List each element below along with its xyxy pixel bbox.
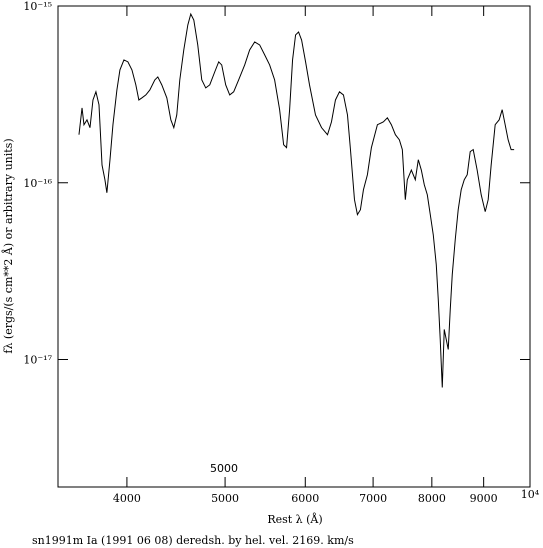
chart-title: sn1991m Ia (1991 06 08) deredsh. by hel.… (32, 534, 354, 547)
x-tick-label: 7000 (359, 492, 387, 505)
y-tick-label: 10⁻¹⁶ (23, 177, 52, 190)
x-tick-label: 9000 (470, 492, 498, 505)
annotation: 5000 (210, 462, 238, 475)
x-tick-label: 8000 (418, 492, 446, 505)
spectrum-line (78, 12, 515, 388)
x-tick-label: 4000 (113, 492, 141, 505)
y-axis-label: fλ (ergs/(s cm**2 Å) or arbitrary units) (1, 138, 15, 353)
x-axis-label: Rest λ (Å) (267, 512, 322, 526)
y-tick-label: 10⁻¹⁵ (23, 0, 52, 13)
x-tick-label: 6000 (291, 492, 319, 505)
x-tick-label: 10⁴ (521, 488, 540, 501)
plot-frame (57, 5, 531, 488)
y-tick-label: 10⁻¹⁷ (23, 354, 52, 367)
x-tick-label: 5000 (211, 492, 239, 505)
